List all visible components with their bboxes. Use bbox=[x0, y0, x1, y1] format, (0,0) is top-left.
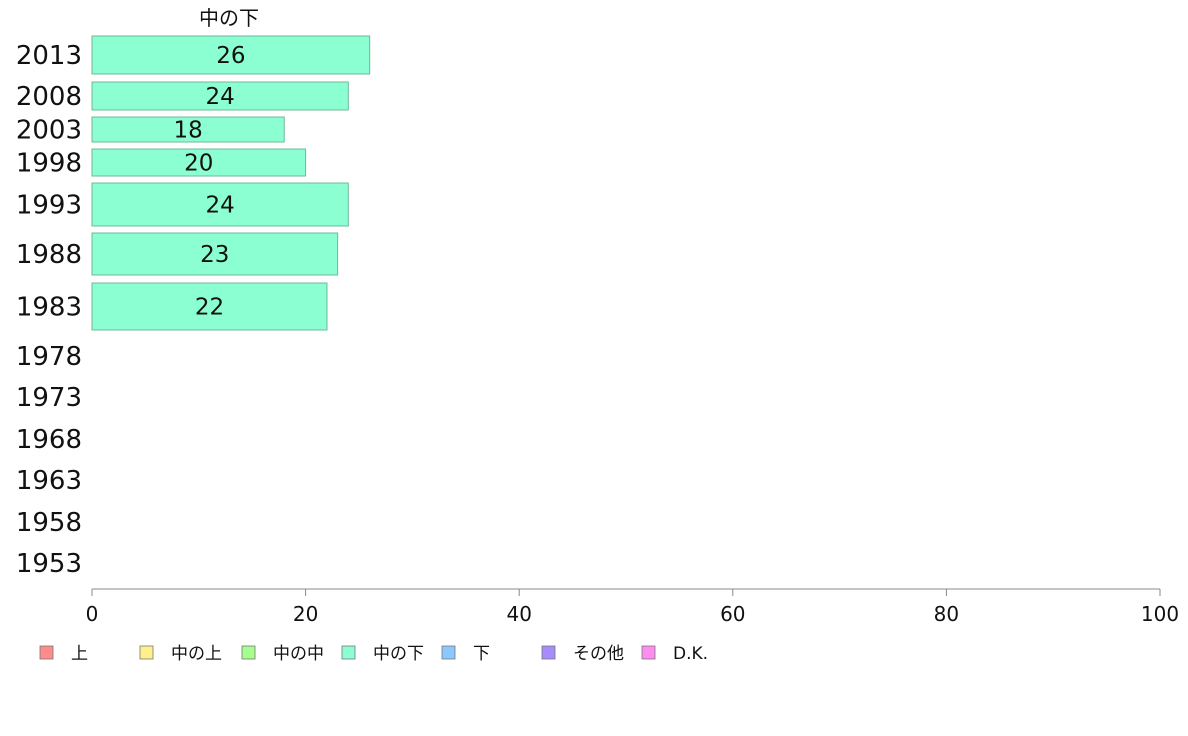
bar-value-label: 24 bbox=[206, 193, 235, 219]
panel-title: 中の下 bbox=[199, 6, 259, 30]
legend-label: D.K. bbox=[673, 644, 708, 664]
x-tick-label: 20 bbox=[293, 602, 318, 626]
legend-label: 上 bbox=[71, 644, 88, 664]
bar bbox=[91, 35, 371, 75]
legend-swatch bbox=[241, 645, 256, 660]
x-tick-label: 0 bbox=[86, 602, 99, 626]
legend-swatch bbox=[541, 645, 556, 660]
legend-label: 中の中 bbox=[273, 644, 324, 664]
x-tick-label: 80 bbox=[934, 602, 959, 626]
year-label: 2013 bbox=[16, 41, 82, 71]
legend-swatch bbox=[139, 645, 154, 660]
legend-label: 中の上 bbox=[171, 644, 222, 664]
legend-swatch bbox=[641, 645, 656, 660]
year-label: 1993 bbox=[16, 191, 82, 221]
legend-label: 中の下 bbox=[373, 644, 424, 664]
bar bbox=[91, 148, 307, 177]
bar bbox=[91, 232, 339, 276]
year-label: 1983 bbox=[16, 293, 82, 323]
bar-value-label: 26 bbox=[216, 43, 245, 69]
legend-label: その他 bbox=[573, 644, 624, 664]
legend-swatch bbox=[441, 645, 456, 660]
year-label: 2003 bbox=[16, 116, 82, 146]
year-label: 1998 bbox=[16, 149, 82, 179]
year-label: 1963 bbox=[16, 466, 82, 496]
year-label: 1953 bbox=[16, 549, 82, 579]
bar bbox=[91, 182, 349, 227]
x-tick-label: 100 bbox=[1141, 602, 1179, 626]
bar-value-label: 24 bbox=[206, 84, 235, 110]
legend-label: 下 bbox=[473, 644, 490, 664]
year-label: 1978 bbox=[16, 342, 82, 372]
year-label: 1958 bbox=[16, 508, 82, 538]
year-label: 1973 bbox=[16, 383, 82, 413]
bar bbox=[91, 116, 285, 143]
bar bbox=[91, 81, 349, 111]
bar bbox=[91, 282, 328, 331]
legend-swatch bbox=[39, 645, 54, 660]
bar-value-label: 20 bbox=[184, 151, 213, 177]
legend-swatch bbox=[341, 645, 356, 660]
x-tick-label: 60 bbox=[720, 602, 745, 626]
year-label: 1968 bbox=[16, 425, 82, 455]
bar-value-label: 22 bbox=[195, 295, 224, 321]
x-tick-label: 40 bbox=[506, 602, 531, 626]
year-label: 1988 bbox=[16, 240, 82, 270]
bar-value-label: 18 bbox=[173, 118, 202, 144]
year-label: 2008 bbox=[16, 82, 82, 112]
bar-value-label: 23 bbox=[200, 242, 229, 268]
